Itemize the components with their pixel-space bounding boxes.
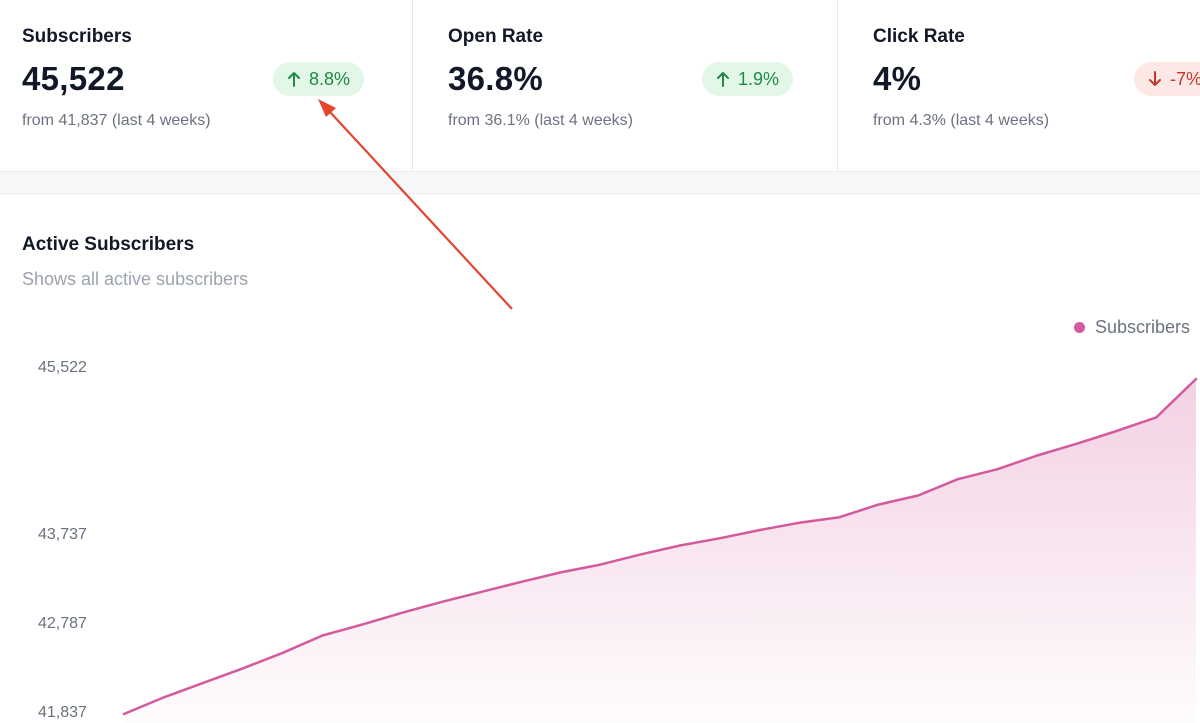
change-badge: 8.8%	[273, 62, 365, 96]
series-line	[122, 377, 1198, 716]
stat-value: 45,522	[22, 60, 125, 97]
change-value: 1.9%	[738, 68, 780, 89]
chart-subtitle: Shows all active subscribers	[22, 269, 249, 289]
stat-title: Click Rate	[873, 26, 965, 47]
stat-card-subscribers[interactable]: Subscribers 45,522 from 41,837 (last 4 w…	[0, 0, 413, 171]
change-badge: -7%	[1134, 62, 1200, 96]
change-value: -7%	[1170, 68, 1200, 89]
stat-title: Subscribers	[22, 26, 132, 47]
y-tick-label: 45,522	[38, 359, 87, 376]
arrow-down-icon	[1149, 71, 1161, 86]
stat-title: Open Rate	[448, 26, 544, 47]
stat-subtitle: from 41,837 (last 4 weeks)	[22, 112, 211, 129]
stat-value: 36.8%	[448, 60, 544, 97]
stat-card-click-rate[interactable]: Click Rate 4% from 4.3% (last 4 weeks) -…	[838, 0, 1200, 171]
stat-subtitle: from 4.3% (last 4 weeks)	[873, 112, 1050, 129]
chart-legend[interactable]: Subscribers	[1074, 317, 1190, 338]
stat-card-open-rate[interactable]: Open Rate 36.8% from 36.1% (last 4 weeks…	[413, 0, 838, 171]
section-divider	[0, 171, 1200, 194]
chart-title: Active Subscribers	[22, 234, 195, 255]
y-tick-label: 42,787	[38, 615, 87, 632]
stat-value: 4%	[873, 60, 922, 97]
legend-dot-icon	[1074, 322, 1085, 333]
y-tick-label: 43,737	[38, 526, 87, 543]
change-value: 8.8%	[309, 68, 351, 89]
legend-label: Subscribers	[1095, 317, 1191, 337]
stats-row: Subscribers 45,522 from 41,837 (last 4 w…	[0, 0, 1200, 171]
arrow-up-icon	[717, 72, 729, 87]
change-badge: 1.9%	[702, 62, 794, 96]
arrow-up-icon	[288, 72, 300, 87]
y-tick-label: 41,837	[38, 704, 87, 721]
